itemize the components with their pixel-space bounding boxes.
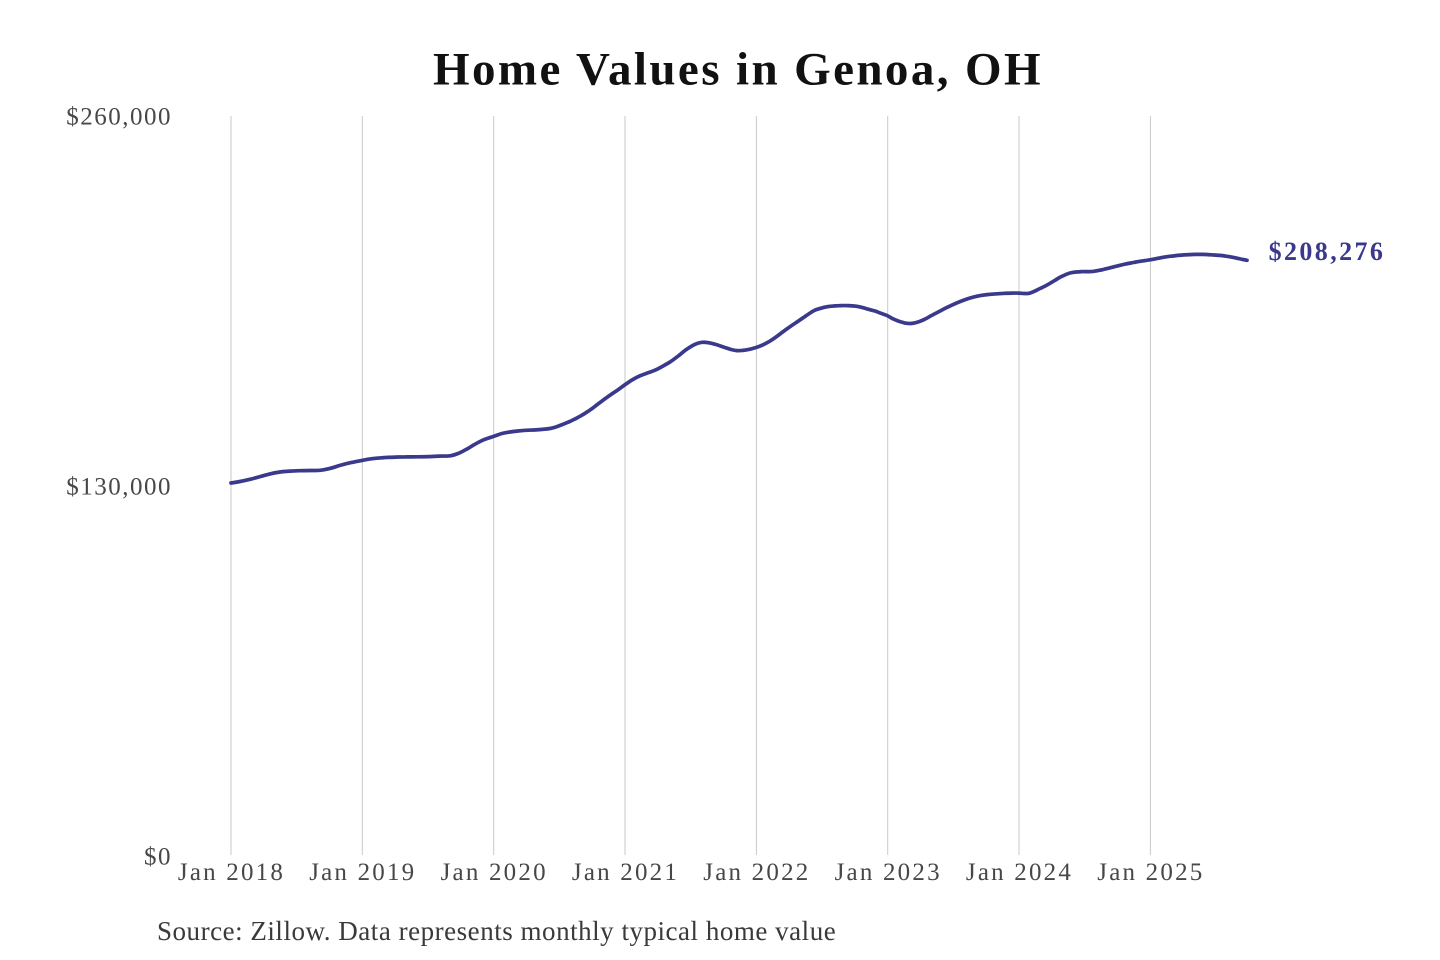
- svg-text:Jan 2021: Jan 2021: [572, 859, 679, 886]
- svg-text:Jan 2025: Jan 2025: [1097, 859, 1204, 886]
- svg-text:$130,000: $130,000: [66, 474, 172, 501]
- svg-text:Home Values in Genoa, OH: Home Values in Genoa, OH: [433, 43, 1043, 95]
- svg-text:Jan 2020: Jan 2020: [441, 859, 548, 886]
- svg-text:Source: Zillow. Data represent: Source: Zillow. Data represents monthly …: [157, 916, 836, 946]
- svg-text:$208,276: $208,276: [1269, 237, 1386, 266]
- svg-text:Jan 2023: Jan 2023: [835, 859, 942, 886]
- svg-text:Jan 2022: Jan 2022: [703, 859, 810, 886]
- svg-text:$260,000: $260,000: [66, 104, 172, 131]
- svg-text:Jan 2018: Jan 2018: [178, 859, 285, 886]
- svg-text:$0: $0: [144, 844, 172, 871]
- svg-text:Jan 2024: Jan 2024: [966, 859, 1073, 886]
- svg-text:Jan 2019: Jan 2019: [309, 859, 416, 886]
